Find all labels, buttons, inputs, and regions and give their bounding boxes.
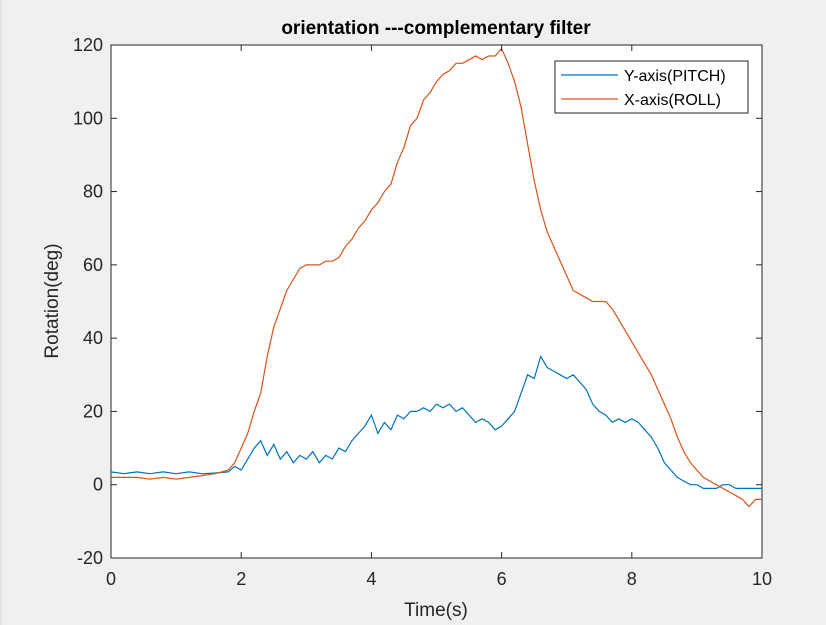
y-tick-label: 100 xyxy=(73,108,103,128)
y-tick-label: 80 xyxy=(83,182,103,202)
legend-label-0: Y-axis(PITCH) xyxy=(624,68,726,85)
plot-lines xyxy=(110,47,762,508)
chart-title: orientation ---complementary filter xyxy=(281,18,591,39)
x-tick-label: 10 xyxy=(752,569,772,589)
y-tick-label: 20 xyxy=(83,401,103,421)
y-axis: -20 0 20 40 60 80 100 120 xyxy=(73,35,762,568)
y-tick-label: 60 xyxy=(83,255,103,275)
x-tick-label: 4 xyxy=(366,569,376,589)
y-tick-label: -20 xyxy=(77,548,103,568)
series-line-0 xyxy=(110,355,762,489)
x-tick-label: 2 xyxy=(236,569,246,589)
series-line-1 xyxy=(111,47,762,508)
legend-label-1: X-axis(ROLL) xyxy=(624,92,721,109)
legend: Y-axis(PITCH) X-axis(ROLL) xyxy=(554,60,749,114)
plot-area xyxy=(110,44,763,559)
x-tick-label: 0 xyxy=(106,569,116,589)
y-tick-label: 0 xyxy=(93,475,103,495)
x-tick-label: 6 xyxy=(497,569,507,589)
x-tick-label: 8 xyxy=(627,569,637,589)
y-tick-label: 120 xyxy=(73,35,103,55)
x-axis-label: Time(s) xyxy=(404,600,468,621)
y-tick-label: 40 xyxy=(83,328,103,348)
legend-box xyxy=(554,60,749,114)
y-axis-label: Rotation(deg) xyxy=(42,243,63,358)
window-edge xyxy=(0,0,2,625)
x-axis: 0 2 4 6 8 10 xyxy=(106,45,772,589)
